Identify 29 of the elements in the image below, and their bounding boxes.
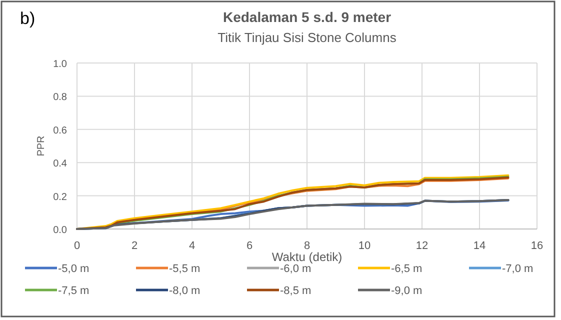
y-tick-label: 0.0 [53, 225, 68, 236]
x-axis-title: Waktu (detik) [272, 250, 342, 264]
x-tick-label: 10 [358, 240, 371, 252]
legend-label: -7,0 m [502, 263, 534, 275]
chart-title: Kedalaman 5 s.d. 9 meter [222, 9, 392, 25]
x-tick-label: 14 [473, 240, 486, 252]
y-axis-title: PPR [36, 136, 47, 156]
legend-label: -5,0 m [58, 263, 90, 275]
y-tick-label: 0.6 [53, 125, 68, 136]
y-tick-label: 0.8 [53, 92, 68, 104]
x-tick-label: 4 [188, 240, 196, 252]
y-tick-label: 0.4 [53, 158, 68, 170]
y-tick-label: 1.0 [53, 59, 68, 70]
chart-subtitle: Titik Tinjau Sisi Stone Columns [218, 30, 397, 45]
x-tick-label: 16 [530, 240, 544, 252]
legend-label: -6,0 m [280, 263, 312, 275]
legend-label: -8,0 m [169, 285, 200, 297]
x-tick-label: 8 [304, 240, 310, 252]
x-tick-label: 2 [131, 240, 138, 252]
legend-label: -7,5 m [58, 285, 90, 297]
x-tick-label: 6 [246, 240, 253, 252]
x-tick-label: 0 [74, 240, 80, 252]
legend-label: -6,5 m [391, 263, 422, 275]
text: b) [20, 9, 36, 28]
legend-label: -5,5 m [169, 263, 200, 275]
x-tick-label: 12 [416, 240, 428, 252]
legend-label: -9,0 m [391, 285, 422, 297]
y-tick-label: 0.2 [53, 192, 68, 203]
legend-label: -8,5 m [280, 285, 312, 297]
